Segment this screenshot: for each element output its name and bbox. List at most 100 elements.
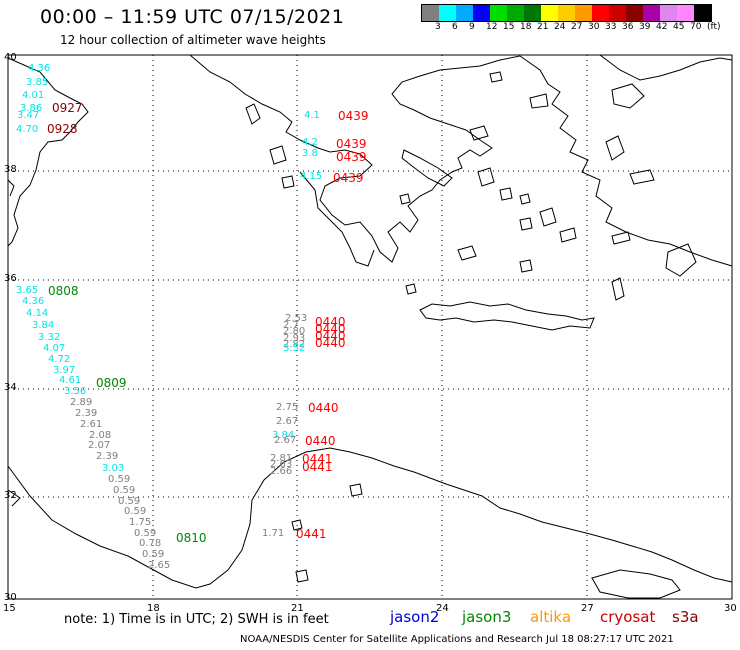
pass-time-label: 0810 [176,531,207,545]
island-kos [611,231,631,245]
coast-greece [189,54,521,263]
color-swatch [626,5,643,21]
wave-height-label: 3.52 [283,343,306,354]
wave-height-label: 2.93 [283,333,306,344]
island-small-1 [295,569,309,583]
lat-label-30: 30 [4,592,17,603]
color-swatch [541,5,558,21]
wave-height-label: 3.86 [20,103,43,114]
island-kythira [405,283,417,295]
color-scale-label: 9 [469,22,475,32]
island-skyros [469,125,489,141]
island-milos [457,245,477,261]
island-gavdos [291,519,303,531]
pass-time-label: 0928 [47,122,78,136]
wave-height-label: 2.82 [283,339,306,350]
pass-time-label: 0439 [336,150,367,164]
island-naxos [539,207,557,227]
wave-height-label: 4.72 [48,354,71,365]
legend-jason2: jason2 [390,608,440,626]
color-scale-label: 27 [571,22,583,32]
wave-height-label: 0.78 [139,538,162,549]
wave-height-label: 2.39 [75,408,98,419]
wave-height-label: 2.67 [276,416,299,427]
island-amorgos [559,227,577,243]
island-mykonos [519,193,531,205]
color-swatch [422,5,439,21]
wave-height-label: 4.70 [16,124,39,135]
island-zakynthos [281,175,295,189]
lat-label-32: 32 [4,490,17,501]
color-scale-label: 3 [435,22,441,32]
lon-label-21: 21 [291,603,304,614]
wave-height-label: 3.56 [64,386,87,397]
page-title: 00:00 – 11:59 UTC 07/15/2021 [40,6,345,28]
lat-label-36: 36 [4,273,17,284]
wave-height-label: 2.89 [70,397,93,408]
color-scale-label: 39 [639,22,651,32]
wave-height-label: 1.75 [129,517,152,528]
island-cyprus [591,569,681,599]
color-swatch [507,5,524,21]
color-scale-label: 30 [588,22,600,32]
coast-turkey [519,55,733,267]
wave-height-label: 3.97 [53,365,76,376]
color-scale-label: 42 [656,22,668,32]
wave-height-label: 3.47 [17,110,40,121]
island-thasos [489,71,503,83]
wave-height-label: 0.59 [118,496,141,507]
island-lesbos [611,83,645,109]
color-scale [421,4,712,22]
coastlines [7,54,733,599]
pass-time-label: 0809 [96,376,127,390]
island-tinos [499,187,513,201]
page-subtitle: 12 hour collection of altimeter wave hei… [60,33,326,47]
wave-height-label: 3.84 [32,320,55,331]
wave-height-label: 4.61 [59,375,82,386]
wave-height-label: 2.67 [274,435,297,446]
graticule [8,55,732,599]
pass-time-label: 0927 [52,101,83,115]
island-kefalonia [269,145,287,165]
color-swatch [473,5,490,21]
lat-label-40: 40 [4,52,17,63]
wave-height-label: 4.15 [300,171,323,182]
lon-label-24: 24 [436,603,449,614]
island-lemnos [529,93,549,109]
wave-height-label: 2.07 [88,440,111,451]
wave-height-label: 3.8 [302,148,318,159]
color-swatch [592,5,609,21]
wave-height-label: 2.63 [270,459,293,470]
wave-height-label: 3.84 [272,430,295,441]
wave-height-label: 1.71 [262,528,285,539]
color-scale-label: 36 [622,22,634,32]
legend-cryosat: cryosat [600,608,656,626]
wave-height-label: 2.65 [148,560,171,571]
wave-height-label: 3.32 [38,332,61,343]
color-scale-unit: (ft) [707,22,721,32]
wave-height-label: 2.08 [89,430,112,441]
island-small-2 [349,483,363,497]
pass-time-label: 0440 [305,434,336,448]
color-swatch [575,5,592,21]
color-scale-label: 21 [537,22,549,32]
color-swatch [643,5,660,21]
map-frame [7,54,733,600]
wave-height-label: 2.66 [270,466,293,477]
wave-height-label: 4.1 [304,110,320,121]
color-swatch [490,5,507,21]
wave-height-label: 4.14 [26,308,49,319]
pass-time-label: 0440 [308,401,339,415]
pass-time-label: 0439 [336,137,367,151]
wave-height-label: 2.7 [283,320,299,331]
wave-height-label: 0.59 [108,474,131,485]
wave-height-label: 3.03 [102,463,125,474]
wave-height-label: 3.65 [16,285,39,296]
credit-line: NOAA/NESDIS Center for Satellite Applica… [240,634,674,645]
island-paros [519,217,533,231]
legend-s3a: s3a [672,608,699,626]
island-chios [605,135,625,161]
island-karpathos [611,277,625,301]
coast-sicily [7,179,15,197]
